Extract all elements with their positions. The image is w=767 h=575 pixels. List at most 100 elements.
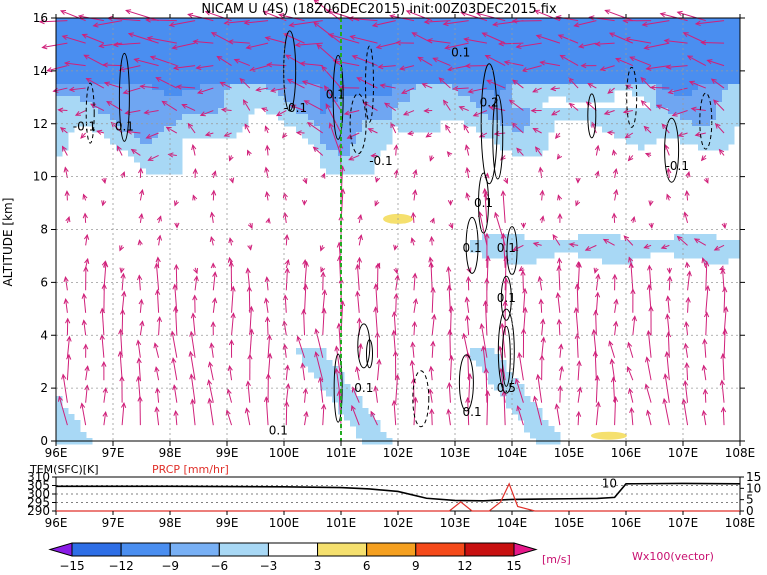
arrow-head xyxy=(399,65,406,71)
wind-arrow xyxy=(713,99,725,111)
shade-cell xyxy=(602,78,609,85)
shade-cell xyxy=(164,66,171,73)
arrow-head xyxy=(629,56,636,62)
wind-arrow xyxy=(700,39,725,46)
shade-cell xyxy=(128,108,135,115)
shade-cell xyxy=(284,78,291,85)
wind-arrow xyxy=(102,387,108,403)
arrow-head xyxy=(629,407,635,414)
arrow-head xyxy=(503,277,509,284)
shade-cell xyxy=(362,408,369,415)
arrow-head xyxy=(188,350,194,357)
shade-cell xyxy=(674,240,681,247)
shade-cell xyxy=(68,78,75,85)
wind-arrow xyxy=(719,379,725,403)
wind-arrow xyxy=(285,383,291,403)
arrow-shaft xyxy=(487,79,506,89)
arrow-shaft xyxy=(557,293,561,313)
wind-arrow xyxy=(438,77,451,89)
wind-arrow xyxy=(592,350,598,381)
shade-cell xyxy=(518,108,525,115)
arrow-shaft xyxy=(172,358,178,381)
shade-cell xyxy=(248,102,255,109)
arrow-shaft xyxy=(212,190,215,201)
vector-legend: Wx100(vector) xyxy=(632,550,714,563)
wind-arrow xyxy=(334,345,342,381)
shade-cell xyxy=(74,42,81,49)
shade-cell xyxy=(62,144,69,151)
shade-cell xyxy=(620,240,627,247)
arrow-head xyxy=(591,328,597,335)
arrow-head xyxy=(625,84,632,90)
wind-arrow xyxy=(721,222,727,230)
shade-cell xyxy=(92,108,99,115)
arrow-head xyxy=(156,316,163,323)
arrow-shaft xyxy=(351,405,360,426)
shade-cell xyxy=(320,48,327,55)
arrow-shaft xyxy=(595,42,615,45)
shade-cell xyxy=(512,132,519,139)
wind-arrow xyxy=(556,257,563,268)
arrow-shaft xyxy=(210,343,214,358)
arrow-shaft xyxy=(541,337,545,358)
shade-cell xyxy=(704,66,711,73)
shade-cell xyxy=(128,90,135,97)
shade-cell xyxy=(68,48,75,55)
shade-cell xyxy=(392,42,399,49)
shade-cell xyxy=(392,84,399,91)
arrow-shaft xyxy=(705,261,708,291)
shade-cell xyxy=(644,114,651,121)
wind-arrow xyxy=(296,335,305,358)
shade-cell xyxy=(644,72,651,79)
wind-arrow xyxy=(611,149,617,156)
shade-cell xyxy=(686,84,693,91)
shade-cell xyxy=(626,72,633,79)
shade-cell xyxy=(662,78,669,85)
wind-arrow xyxy=(264,144,271,156)
shade-cell xyxy=(464,102,471,109)
shade-cell xyxy=(98,60,105,67)
shade-cell xyxy=(674,42,681,49)
wind-arrow xyxy=(82,193,88,201)
shade-cell xyxy=(608,18,615,25)
shade-cell xyxy=(368,150,375,157)
wind-arrow xyxy=(429,155,435,162)
shade-cell xyxy=(500,66,507,73)
arrow-head xyxy=(463,37,470,43)
shade-cell xyxy=(458,60,465,67)
arrow-head xyxy=(665,295,671,302)
shade-cell xyxy=(74,432,81,439)
shade-cell xyxy=(380,54,387,61)
arrow-head xyxy=(594,41,601,47)
shade-cell xyxy=(368,84,375,91)
arrow-head xyxy=(290,104,297,110)
shade-cell xyxy=(314,348,321,355)
contour-line xyxy=(497,308,515,394)
shade-cell xyxy=(68,54,75,61)
shade-cell xyxy=(308,360,315,367)
shade-cell xyxy=(170,78,177,85)
arrow-shaft xyxy=(119,351,123,381)
arrow-head xyxy=(604,9,611,15)
shade-cell xyxy=(86,102,93,109)
shade-cell xyxy=(668,60,675,67)
arrow-head xyxy=(645,65,652,71)
arrow-head xyxy=(130,148,137,155)
wind-arrow xyxy=(306,122,324,134)
shade-cell xyxy=(122,54,129,61)
shade-cell xyxy=(194,78,201,85)
shade-cell xyxy=(440,30,447,37)
shade-cell xyxy=(434,30,441,37)
shade-cell xyxy=(482,120,489,127)
shade-cell xyxy=(416,48,423,55)
arrow-shaft xyxy=(479,212,488,246)
shade-cell xyxy=(128,36,135,43)
arrow-head xyxy=(172,65,179,71)
arrow-head xyxy=(683,342,689,349)
shade-cell xyxy=(500,18,507,25)
arrow-shaft xyxy=(559,386,561,403)
shade-cell xyxy=(362,48,369,55)
shade-cell xyxy=(326,120,333,127)
arrow-head xyxy=(580,63,587,69)
shade-cell xyxy=(482,348,489,355)
